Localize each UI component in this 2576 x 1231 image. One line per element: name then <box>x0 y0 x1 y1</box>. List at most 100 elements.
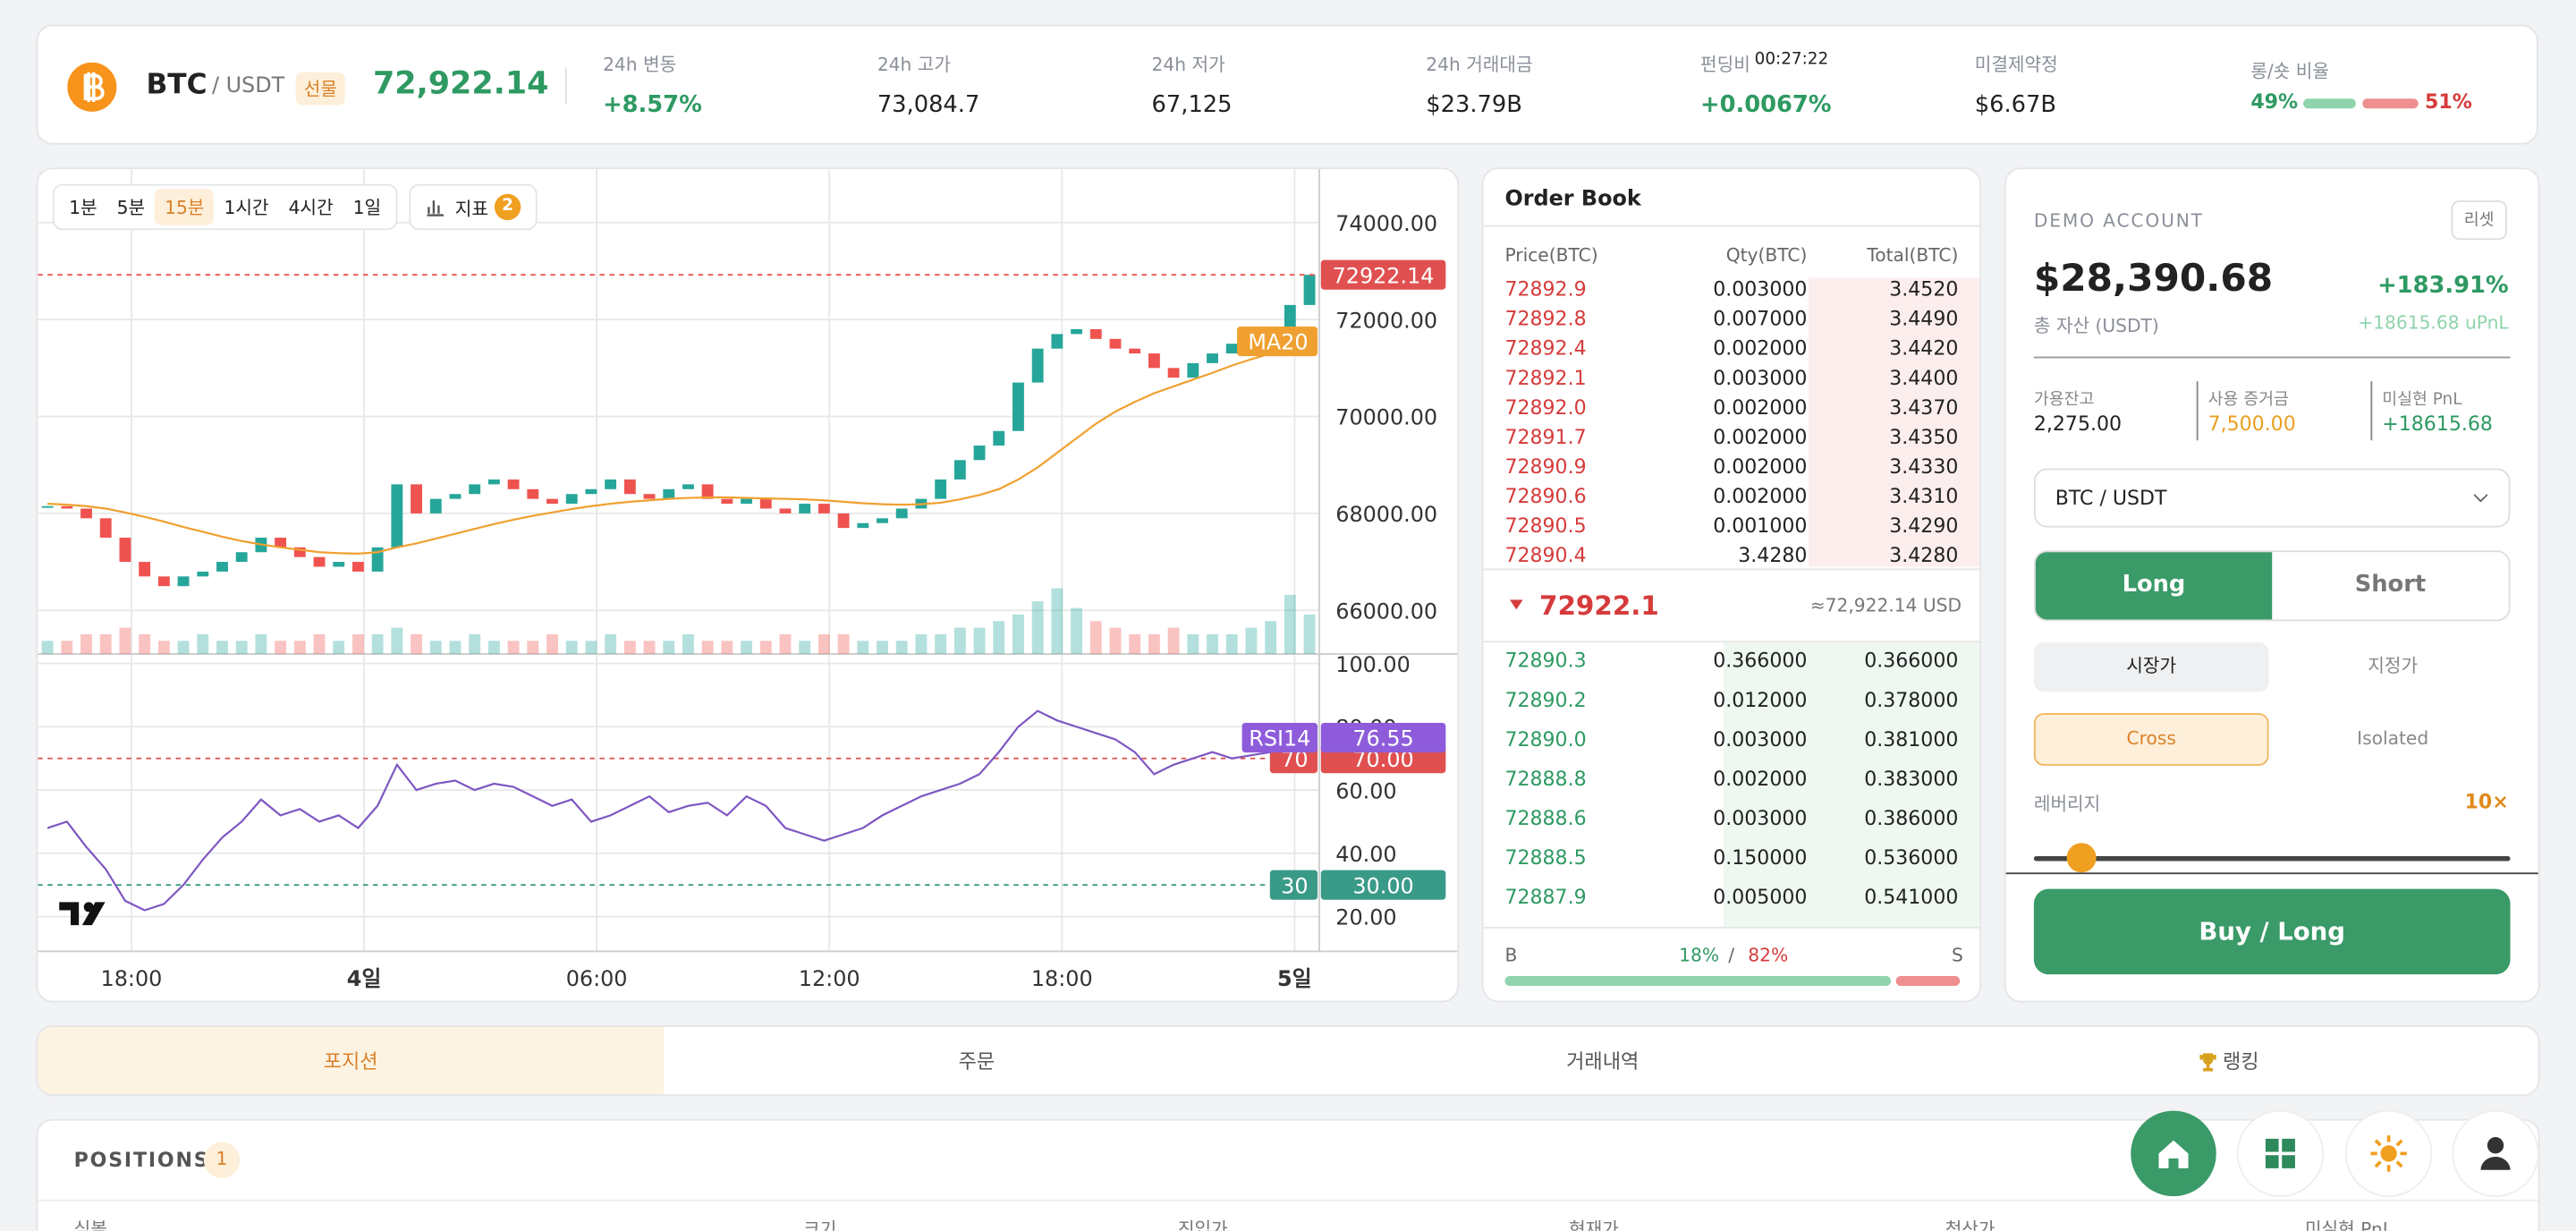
short-button[interactable]: Short <box>2354 572 2427 599</box>
user-button[interactable] <box>2451 1109 2539 1198</box>
rsi-tick-label: 40.00 <box>1335 842 1396 867</box>
volume-bar <box>1129 633 1141 655</box>
tab[interactable]: 거래내역 <box>1290 1027 1916 1094</box>
ask-cell: 72890.4 <box>1504 543 1587 567</box>
ask-cell: 0.003000 <box>1713 366 1808 390</box>
tab-label: 포지션 <box>323 1049 378 1074</box>
ask-cell: 0.002000 <box>1713 395 1808 420</box>
volume-bar <box>1225 633 1238 655</box>
interval-button[interactable]: 1분 <box>69 197 97 219</box>
mid-row: 72922.1 ≈72,922.14 USD <box>1483 568 1980 643</box>
ask-cell: 3.4420 <box>1889 336 1959 361</box>
funding-timer: 00:27:22 <box>1754 50 1829 70</box>
tab[interactable]: 랭킹 <box>1916 1027 2538 1094</box>
balance: $28,390.68 <box>2033 258 2274 301</box>
candle <box>799 504 811 514</box>
side-toggle: Long Short <box>2033 550 2511 622</box>
ask-cell: 72891.7 <box>1504 425 1587 449</box>
rsi-tag <box>1241 723 1318 753</box>
volume-bar <box>663 641 675 655</box>
interval-button[interactable]: 15분 <box>155 189 215 225</box>
isolated-button[interactable]: Isolated <box>2357 727 2429 750</box>
volume-bar <box>1303 614 1316 655</box>
interval-button[interactable]: 4시간 <box>288 197 334 219</box>
candle <box>565 494 578 505</box>
buy-pct: 18% <box>1679 945 1720 967</box>
candle <box>371 547 384 572</box>
candle <box>759 498 772 509</box>
limit-button[interactable]: 지정가 <box>2368 655 2419 677</box>
divider <box>564 67 567 104</box>
volume-bar <box>1071 607 1082 655</box>
bid-cell: 72887.9 <box>1504 886 1587 909</box>
volume-bar <box>293 641 306 655</box>
upnl: +18615.68 uPnL <box>2358 311 2509 334</box>
candle <box>953 460 966 480</box>
rsi-value: 76.55 <box>1352 726 1413 751</box>
candle <box>857 522 869 529</box>
long-pct: 49% <box>2250 90 2299 114</box>
interval-button[interactable]: 1일 <box>352 197 382 219</box>
candle <box>682 484 694 489</box>
volume-bar <box>877 641 888 655</box>
candle <box>119 537 131 563</box>
interval-button[interactable]: 1시간 <box>224 197 269 219</box>
symbol-select[interactable]: BTC / USDT <box>2033 468 2511 528</box>
ask-cell: 0.002000 <box>1713 484 1808 508</box>
ask-cell: 3.4280 <box>1738 543 1808 567</box>
candle <box>585 488 597 495</box>
reset-button[interactable]: 리셋 <box>2451 200 2507 241</box>
bid-cell: 72890.0 <box>1504 727 1587 751</box>
volume-bar <box>623 641 636 655</box>
chevron <box>2473 494 2488 503</box>
long-button[interactable]: Long <box>2035 552 2273 620</box>
volume-bar <box>585 641 597 655</box>
theme-button[interactable] <box>2344 1109 2433 1198</box>
market-button[interactable]: 시장가 <box>2033 642 2269 692</box>
tab[interactable]: 주문 <box>664 1027 1290 1094</box>
balance-label: 총 자산 (USDT) <box>2033 315 2159 337</box>
candle <box>818 504 830 514</box>
bid-cell: 0.150000 <box>1713 845 1808 870</box>
indicator-label: 지표 <box>454 199 488 221</box>
slider-track[interactable] <box>2033 855 2511 862</box>
buy-bar <box>1504 976 1892 987</box>
pair: / USDT <box>211 73 285 99</box>
submit-button[interactable]: Buy / Long <box>2033 888 2511 975</box>
tabs: 포지션 주문 거래내역 랭킹 <box>36 1025 2540 1097</box>
cross-button[interactable]: Cross <box>2033 713 2269 766</box>
volume-bar <box>857 641 869 655</box>
ask-cell: 3.4280 <box>1889 543 1959 567</box>
y-tick-label: 74000.00 <box>1335 211 1437 236</box>
indicator-button[interactable]: 지표 2 <box>409 183 538 231</box>
interval-button[interactable]: 5분 <box>116 197 146 219</box>
stat-label: 24h 저가 <box>1151 54 1225 76</box>
candle <box>507 479 520 489</box>
leverage-label: 레버리지 <box>2033 794 2101 816</box>
slider-thumb[interactable] <box>2066 843 2097 873</box>
stat-value: $23.79B <box>1426 91 1522 119</box>
ratio-label: 롱/숏 비율 <box>2250 60 2329 82</box>
ask-cell: 0.002000 <box>1713 425 1808 449</box>
volume-bar <box>197 633 209 655</box>
acct-title: DEMO ACCOUNT <box>2033 210 2204 232</box>
volume-bar <box>177 641 190 655</box>
ask-depth <box>1809 277 1980 567</box>
stat-label: 24h 거래대금 <box>1426 54 1533 76</box>
box-value: 2,275.00 <box>2033 412 2123 436</box>
bid-cell: 0.012000 <box>1713 688 1808 712</box>
volume-bar <box>275 641 287 655</box>
sell-bar <box>1895 976 1961 987</box>
home-button[interactable] <box>2129 1109 2217 1198</box>
grid-button[interactable] <box>2236 1109 2325 1198</box>
bid-cell: 72890.2 <box>1504 688 1587 712</box>
tab[interactable]: 포지션 <box>38 1026 665 1095</box>
rule <box>38 1199 2538 1201</box>
candle <box>605 479 617 489</box>
stat-value: 67,125 <box>1151 91 1233 119</box>
candle <box>1207 353 1218 363</box>
time-label: 12:00 <box>799 966 860 991</box>
buy-label: B <box>1504 945 1518 967</box>
candle <box>547 498 558 505</box>
candle <box>741 498 752 505</box>
